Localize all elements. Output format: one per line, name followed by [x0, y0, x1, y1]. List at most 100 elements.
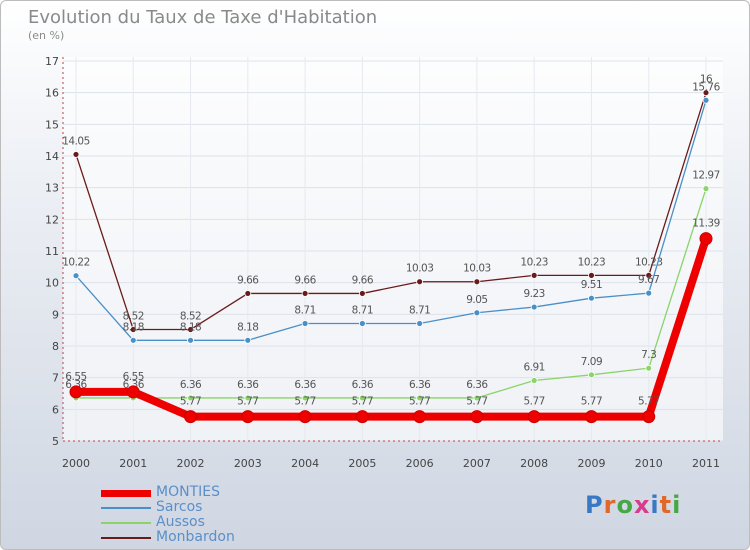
data-point-monbardon: [129, 326, 137, 333]
data-point-aussos: [588, 371, 595, 379]
y-tick-label: 12: [45, 213, 59, 226]
data-label-monbardon: 8.52: [123, 311, 144, 323]
y-tick-label: 13: [45, 182, 59, 195]
y-tick-label: 16: [45, 87, 59, 100]
data-label-monbardon: 9.66: [294, 274, 316, 286]
legend-swatch: [101, 507, 151, 509]
data-label-monties: 5.77: [237, 396, 258, 408]
data-point-sarcos: [645, 289, 653, 297]
data-label-sarcos: 15.76: [692, 81, 720, 93]
x-tick-label: 2000: [62, 457, 90, 470]
data-label-monties: 6.55: [123, 371, 144, 383]
data-point-monties: [699, 232, 713, 246]
data-label-monties: 5.77: [352, 396, 373, 408]
data-label-monties: 5.77: [523, 396, 544, 408]
y-tick-label: 5: [52, 435, 59, 448]
data-point-sarcos: [530, 303, 538, 311]
data-point-monbardon: [244, 290, 252, 297]
data-label-monbardon: 10.23: [578, 256, 606, 268]
data-label-aussos: 6.36: [294, 379, 316, 391]
x-tick-label: 2010: [635, 457, 663, 470]
x-tick-label: 2005: [348, 457, 376, 470]
data-label-monties: 5.77: [581, 396, 602, 408]
x-tick-label: 2004: [291, 457, 319, 470]
logo-letter: r: [603, 491, 617, 519]
data-point-monties: [298, 410, 312, 424]
y-tick-label: 10: [45, 277, 59, 290]
data-point-sarcos: [129, 336, 137, 344]
chart-subtitle: (en %): [28, 29, 65, 42]
data-label-sarcos: 10.22: [62, 257, 90, 269]
y-tick-label: 9: [52, 308, 59, 321]
logo-letter: o: [616, 491, 634, 519]
data-point-sarcos: [301, 320, 309, 327]
logo-letter: P: [585, 491, 604, 519]
data-label-aussos: 6.36: [180, 379, 202, 391]
data-point-monties: [355, 410, 369, 424]
data-label-monbardon: 10.23: [520, 256, 548, 268]
data-label-monbardon: 16: [700, 74, 713, 86]
logo-letter: t: [659, 491, 673, 519]
plot-area: [63, 57, 723, 441]
data-label-monties: 5.77: [294, 396, 315, 408]
data-point-sarcos: [702, 96, 710, 104]
data-point-monties: [126, 385, 140, 399]
data-point-aussos: [530, 377, 538, 384]
legend-swatch: [101, 537, 151, 539]
data-point-monties: [470, 410, 484, 424]
data-label-aussos: 7.09: [581, 356, 602, 368]
legend-swatch: [101, 522, 151, 524]
data-point-monbardon: [301, 290, 309, 297]
data-point-sarcos: [244, 336, 252, 344]
data-point-aussos: [187, 394, 194, 402]
proxiti-logo: Proxiti: [585, 491, 681, 519]
y-tick-label: 15: [45, 118, 59, 131]
data-label-sarcos: 8.71: [409, 305, 430, 317]
logo-letter: i: [650, 491, 660, 519]
data-label-aussos: 6.91: [523, 362, 544, 374]
legend-label: Sarcos: [156, 499, 203, 515]
data-point-sarcos: [72, 272, 80, 280]
data-point-monties: [241, 410, 255, 424]
data-point-aussos: [702, 185, 710, 193]
data-label-aussos: 6.36: [237, 379, 259, 391]
data-label-monbardon: 14.05: [62, 135, 90, 147]
data-label-sarcos: 9.51: [581, 279, 602, 291]
data-point-monbardon: [416, 278, 424, 286]
series-line-aussos: [76, 188, 707, 399]
data-label-sarcos: 9.67: [638, 274, 659, 286]
data-label-monties: 11.39: [692, 218, 720, 230]
y-tick-label: 8: [52, 340, 59, 353]
data-label-monbardon: 10.03: [406, 263, 434, 275]
data-label-monbardon: 10.03: [463, 263, 491, 275]
y-tick-label: 6: [52, 403, 59, 416]
series-line-sarcos: [75, 100, 707, 341]
logo-letter: i: [672, 491, 682, 519]
data-label-sarcos: 9.05: [466, 294, 487, 306]
x-tick-label: 2011: [692, 457, 720, 470]
series-line-monbardon: [75, 92, 707, 331]
data-point-monties: [584, 410, 598, 424]
data-point-monbardon: [588, 271, 595, 279]
data-label-monbardon: 9.66: [352, 274, 374, 286]
data-point-aussos: [416, 394, 424, 402]
data-point-aussos: [244, 394, 252, 402]
data-label-monties: 5.77: [409, 396, 430, 408]
data-point-sarcos: [416, 320, 424, 327]
chart-title: Evolution du Taux de Taxe d'Habitation: [28, 7, 378, 28]
data-point-sarcos: [187, 336, 194, 344]
data-point-monbardon: [358, 290, 366, 297]
data-label-monbardon: 8.52: [180, 311, 201, 323]
data-point-monbardon: [72, 151, 80, 158]
data-label-aussos: 12.97: [692, 170, 720, 182]
data-label-aussos: 6.36: [352, 379, 374, 391]
data-point-monties: [184, 410, 198, 424]
data-label-aussos: 7.3: [641, 349, 656, 361]
y-tick-label: 14: [45, 150, 59, 163]
data-label-aussos: 6.36: [466, 379, 488, 391]
x-tick-label: 2009: [577, 457, 605, 470]
data-point-aussos: [358, 394, 366, 402]
data-point-monties: [69, 385, 83, 399]
data-label-sarcos: 8.71: [294, 305, 315, 317]
